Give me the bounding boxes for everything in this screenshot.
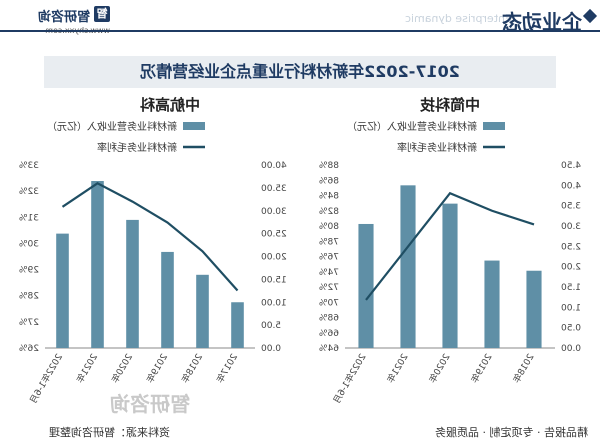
- right-axis-tick-label: 30%: [19, 239, 39, 249]
- right-axis-tick-label: 82%: [319, 207, 339, 217]
- left-axis-tick-label: 1.50: [561, 283, 581, 293]
- left-axis-tick-label: 40.00: [261, 161, 287, 171]
- chart-banner: 2017-2022年新材料行业重点企业经营情况: [44, 56, 556, 88]
- brand-logo: 智 智研咨询 www.chyxx.com: [10, 4, 110, 38]
- logo-name: 智研咨询: [37, 10, 90, 25]
- legend-bar-swatch: [183, 122, 205, 130]
- left-axis-tick-label: 30.00: [261, 207, 287, 217]
- bar-revenue: [400, 185, 416, 348]
- right-axis-tick-label: 80%: [319, 222, 339, 232]
- chart-zhonghang: 新材料业务营业收入（亿元） 新材料业务毛利率 0.00 5.00 10.00 15.00 2…: [19, 120, 287, 406]
- header-rule: [0, 30, 600, 32]
- legend-label-margin: 新材料业务毛利率: [97, 141, 177, 154]
- right-axis-tick-label: 70%: [319, 298, 339, 308]
- category-label: 2018年: [179, 352, 205, 386]
- bar-revenue: [358, 223, 374, 348]
- legend-label-revenue: 新材料业务营业收入（亿元）: [347, 120, 477, 133]
- legend-bar-swatch: [483, 122, 505, 130]
- diamond-icon: [582, 8, 598, 24]
- bar-revenue: [126, 219, 139, 348]
- chart-zhongjian: 新材料业务营业收入（亿元） 新材料业务毛利率 0.00 0.50 1.00 1.50 2.0…: [319, 120, 581, 406]
- bar-revenue: [231, 302, 244, 348]
- bar-revenue: [484, 260, 500, 348]
- bar-revenue: [161, 251, 174, 348]
- right-axis-tick-label: 86%: [319, 176, 339, 186]
- left-axis-tick-label: 0.00: [261, 344, 281, 354]
- category-label: 2017年: [214, 352, 240, 386]
- left-axis-tick-label: 4.50: [561, 161, 581, 171]
- left-axis-tick-label: 35.00: [261, 184, 287, 194]
- logo-icon: 智: [94, 6, 110, 22]
- legend-label-margin: 新材料业务毛利率: [397, 141, 477, 154]
- left-axis-tick-label: 10.00: [261, 298, 287, 308]
- left-axis-tick-label: 0.50: [561, 324, 581, 334]
- right-axis-tick-label: 32%: [19, 187, 39, 197]
- left-axis-tick-label: 2.50: [561, 242, 581, 252]
- right-axis-tick-label: 31%: [19, 213, 39, 223]
- footer-tagline: 精品报告 · 专项定制 · 品质服务: [435, 426, 588, 439]
- footer-source: 资料来源：智研咨询整理: [49, 426, 170, 439]
- category-label: 2022年1-6月: [27, 352, 65, 406]
- right-axis-tick-label: 74%: [319, 268, 339, 278]
- left-axis-tick-label: 0.00: [561, 344, 581, 354]
- left-axis-tick-label: 3.00: [561, 222, 581, 232]
- category-label: 2020年: [109, 352, 135, 386]
- right-axis-tick-label: 27%: [19, 318, 39, 328]
- left-axis-tick-label: 5.00: [261, 321, 281, 331]
- right-axis-tick-label: 88%: [319, 161, 339, 171]
- bar-revenue: [442, 203, 458, 348]
- category-label: 2019年: [468, 352, 494, 386]
- left-axis-tick-label: 15.00: [261, 275, 287, 285]
- legend-label-revenue: 新材料业务营业收入（亿元）: [47, 120, 177, 133]
- bar-revenue: [91, 181, 104, 348]
- category-label: 2021年: [74, 352, 100, 386]
- page-header: 智 智研咨询 www.chyxx.com Enterprise dynamic …: [0, 0, 600, 40]
- right-axis-tick-label: 68%: [319, 314, 339, 324]
- right-axis-tick-label: 26%: [19, 344, 39, 354]
- right-axis-tick-label: 28%: [19, 292, 39, 302]
- category-label: 2021年: [384, 352, 410, 386]
- right-axis-tick-label: 76%: [319, 253, 339, 263]
- category-label: 2020年: [426, 352, 452, 386]
- left-axis-tick-label: 20.00: [261, 253, 287, 263]
- left-axis-tick-label: 2.00: [561, 263, 581, 273]
- bar-revenue: [56, 233, 69, 348]
- left-axis-tick-label: 25.00: [261, 230, 287, 240]
- category-label: 2018年: [510, 352, 536, 386]
- left-axis-tick-label: 3.50: [561, 202, 581, 212]
- category-label: 2022年1-6月: [330, 352, 368, 406]
- watermark: 智研咨询: [110, 392, 190, 416]
- left-axis-tick-label: 4.00: [561, 181, 581, 191]
- bar-revenue: [196, 274, 209, 348]
- bar-revenue: [526, 270, 542, 348]
- header-subtitle-en: Enterprise dynamic: [404, 12, 512, 25]
- right-axis-tick-label: 72%: [319, 283, 339, 293]
- right-axis-tick-label: 78%: [319, 237, 339, 247]
- right-axis-tick-label: 29%: [19, 266, 39, 276]
- category-label: 2019年: [144, 352, 170, 386]
- banner-title: 2017-2022年新材料行业重点企业经营情况: [140, 62, 460, 81]
- right-axis-tick-label: 84%: [319, 192, 339, 202]
- left-axis-tick-label: 1.00: [561, 303, 581, 313]
- right-axis-tick-label: 64%: [319, 344, 339, 354]
- right-axis-tick-label: 66%: [319, 329, 339, 339]
- line-margin: [61, 182, 239, 292]
- right-axis-tick-label: 33%: [19, 161, 39, 171]
